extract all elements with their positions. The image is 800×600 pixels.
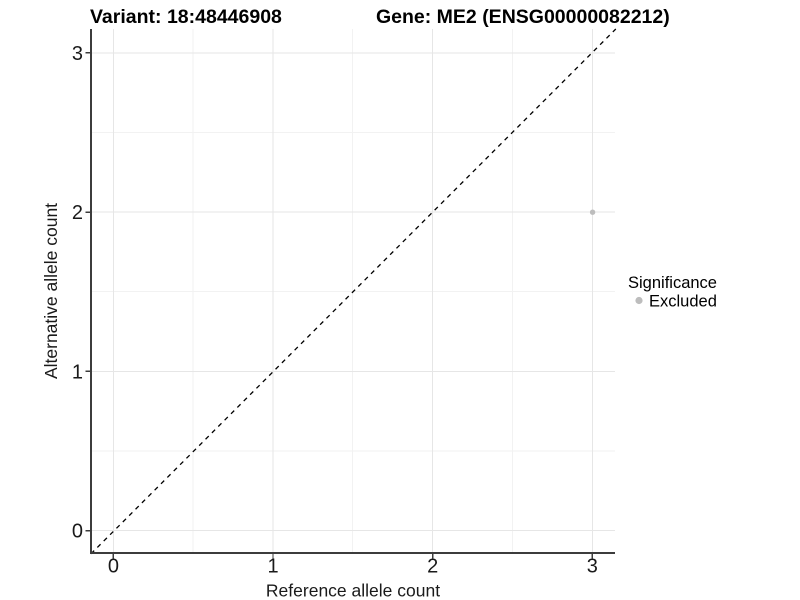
legend-item-label: Excluded (649, 293, 717, 311)
gridline-major-vertical (112, 29, 593, 553)
data-point (589, 209, 596, 215)
data-points-layer (589, 209, 596, 215)
legend: Significance Excluded (628, 274, 717, 311)
x-tick-label-2: 2 (427, 556, 438, 578)
gridlines-major (91, 29, 615, 553)
x-tick-label-1: 1 (267, 556, 278, 578)
y-tick-label-0: 0 (72, 521, 83, 543)
x-axis-title: Reference allele count (266, 581, 440, 600)
identity-line (90, 28, 617, 555)
y-axis-title: Alternative allele count (41, 203, 61, 379)
gridline-major-horizontal (91, 52, 615, 532)
plot-title-gene: Gene: ME2 (ENSG00000082212) (376, 6, 670, 28)
axis-tick-marks (85, 52, 593, 559)
x-tick-label-3: 3 (587, 556, 598, 578)
x-axis-ticks (112, 553, 593, 559)
y-tick-label-2: 2 (72, 202, 83, 224)
axis-lines (90, 29, 615, 554)
y-tick-label-1: 1 (72, 361, 83, 383)
x-tick-label-0: 0 (108, 556, 119, 578)
legend-point-icon (635, 296, 643, 305)
y-tick-label-3: 3 (72, 43, 83, 65)
gridline-minor-vertical (192, 29, 513, 553)
legend-title: Significance (628, 274, 717, 292)
y-axis-ticks (85, 52, 91, 532)
plot-title-variant: Variant: 18:48446908 (90, 6, 282, 28)
